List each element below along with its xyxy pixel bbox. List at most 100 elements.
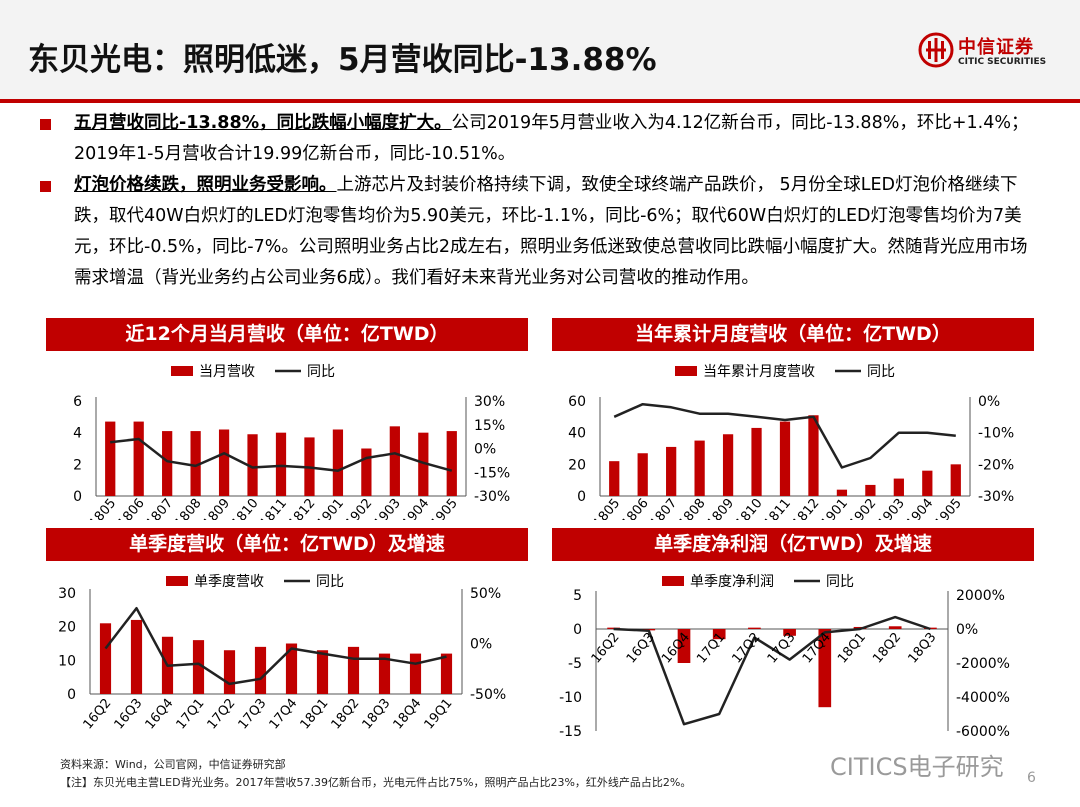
logo-text-cn: 中信证券 <box>958 37 1034 58</box>
page-number: 6 <box>1027 770 1036 786</box>
bullet-body: 上游芯片及封装价格持续下调，致使全球终端产品跌价， 5月份全球LED灯泡价格继续… <box>74 175 1028 288</box>
y2-axis-tick-label: -20% <box>978 457 1014 473</box>
y-axis-tick-label: 40 <box>568 426 586 442</box>
bullet-lead: 灯泡价格续跌，照明业务受影响。 <box>74 175 337 195</box>
chart-bar <box>99 623 112 694</box>
chart-line-yoy <box>613 402 956 469</box>
x-axis-tick-label: 17Q1 <box>694 630 728 666</box>
y2-axis-tick-label: -15% <box>474 465 510 481</box>
chart-line-yoy <box>104 606 447 686</box>
x-axis-tick-label: 18Q3 <box>360 696 394 732</box>
chart-bar <box>783 629 796 636</box>
x-axis-tick-label: 201805 <box>580 496 623 520</box>
chart-bar <box>677 629 691 663</box>
chart-bar <box>818 629 832 708</box>
y2-axis-tick-label: 0% <box>956 622 978 638</box>
x-axis-tick-label: 19Q1 <box>422 696 456 732</box>
chart-bar <box>247 434 258 496</box>
chart-bar <box>133 421 144 496</box>
chart-bar <box>162 431 173 496</box>
company-logo: 中信证券 CITIC SECURITIES <box>918 32 1068 74</box>
chart-svg: 当年累计月度营收 同比0204060-30%-20%-10%0%201805201… <box>568 364 1014 520</box>
chart-bar <box>748 627 761 629</box>
chart-bar <box>607 627 620 629</box>
y-axis-tick-label: 20 <box>58 620 76 636</box>
x-axis-tick-label: 16Q2 <box>81 696 115 732</box>
footnote: 【注】东贝光电主营LED背光业务。2017年营收57.39亿新台币，光电元件占比… <box>60 776 692 789</box>
y2-axis-tick-label: -30% <box>978 489 1014 505</box>
x-axis-tick-label: 17Q1 <box>174 696 208 732</box>
x-axis-tick-label: 18Q1 <box>298 696 332 732</box>
x-axis-tick-label: 16Q3 <box>624 630 658 666</box>
chart-line-yoy <box>613 615 931 726</box>
y2-axis-tick-label: 2000% <box>956 588 1005 604</box>
x-axis-tick-label: 18Q1 <box>835 630 869 666</box>
chart-bar <box>285 643 298 694</box>
chart-bar <box>637 453 648 496</box>
chart-panel-cumulative-revenue: 当年累计月度营收（单位：亿TWD） 当年累计月度营收 同比 0 20 40 60 -30% -… <box>552 318 1034 520</box>
legend-label: 单季度营收 <box>194 574 264 590</box>
x-axis-tick-label: 18Q4 <box>391 696 425 732</box>
chart-bar <box>192 640 205 694</box>
chart-bar <box>275 432 287 496</box>
x-axis-tick-label: 18Q2 <box>329 696 363 732</box>
chart-panel-monthly-revenue: 近12个月当月营收（单位：亿TWD） 当月营收 同比 0 2 4 6 -30% -15% 0% 1… <box>46 318 528 520</box>
header: 东贝光电：照明低迷，5月营收同比-13.88% 中信证券 CITIC SECUR… <box>0 0 1080 103</box>
chart-bar <box>440 653 453 694</box>
legend-swatch-bar <box>675 366 697 376</box>
x-axis-tick-label: 17Q3 <box>236 696 270 732</box>
y-axis-tick-label: 30 <box>58 586 76 602</box>
y2-axis-tick-label: -50% <box>470 687 506 703</box>
y-axis-tick-label: 20 <box>568 457 586 473</box>
y2-axis-tick-label: -6000% <box>956 724 1010 740</box>
bullet-item: 灯泡价格续跌，照明业务受影响。上游芯片及封装价格持续下调，致使全球终端产品跌价，… <box>34 170 1044 294</box>
chart-bar <box>751 427 762 496</box>
logo-text-en: CITIC SECURITIES <box>958 57 1047 67</box>
chart-title-bar: 单季度净利润（亿TWD）及增速 <box>552 528 1034 561</box>
bullet-marker-icon <box>40 119 51 130</box>
x-axis-tick-label: 18Q3 <box>905 630 939 666</box>
legend-label: 同比 <box>307 364 335 380</box>
y-axis-tick-label: 2 <box>73 457 82 473</box>
citic-logo-icon <box>918 32 954 68</box>
x-axis-tick-label: 16Q4 <box>143 696 177 732</box>
chart-bar <box>409 653 422 694</box>
legend-label: 单季度净利润 <box>690 574 774 590</box>
chart-svg: 单季度净利润 同比 -15 -10 -5 0 5 -6000% -4000% -2000% 0% 20… <box>559 574 1010 740</box>
chart-bar <box>836 489 848 496</box>
chart-bar <box>893 478 904 496</box>
source-note: 资料来源：Wind，公司官网，中信证券研究部 <box>60 758 286 771</box>
chart-bar <box>722 434 734 496</box>
y2-axis-tick-label: 0% <box>474 442 496 458</box>
bullet-item: 五月营收同比-13.88%，同比跌幅小幅度扩大。公司2019年5月营业收入为4.… <box>34 108 1044 170</box>
y-axis-tick-label: 6 <box>73 394 82 410</box>
chart-bar <box>666 446 677 496</box>
chart-bar <box>316 650 329 694</box>
chart-title-bar: 单季度营收（单位：亿TWD）及增速 <box>46 528 528 561</box>
y2-axis-tick-label: -30% <box>474 489 510 505</box>
chart-line-yoy <box>110 437 453 472</box>
chart-bar <box>218 429 230 496</box>
y-axis-tick-label: -10 <box>559 690 582 706</box>
chart-bar <box>361 448 372 496</box>
y2-axis-tick-label: -2000% <box>956 656 1010 672</box>
legend-swatch-bar <box>166 576 188 586</box>
y-axis-tick-label: -5 <box>568 656 582 672</box>
chart-title-bar: 当年累计月度营收（单位：亿TWD） <box>552 318 1034 351</box>
legend-label: 当月营收 <box>199 364 255 380</box>
chart-svg: 当月营收 同比0246-30%-15%0%15%30%20180520180620… <box>73 364 510 520</box>
chart-bar <box>223 650 236 694</box>
bullet-marker-icon <box>40 181 51 192</box>
y-axis-tick-label: 5 <box>573 588 582 604</box>
y2-axis-tick-label: 0% <box>978 394 1000 410</box>
chart-bar <box>347 646 360 694</box>
legend-label: 同比 <box>867 364 895 380</box>
chart-panel-quarterly-revenue: 单季度营收（单位：亿TWD）及增速 单季度营收 同比 0 10 20 30 -50% 0% 50… <box>46 528 528 750</box>
chart-bar <box>378 653 391 694</box>
y2-axis-tick-label: 15% <box>474 418 505 434</box>
watermark: CITICS电子研究 <box>830 753 1004 781</box>
y-axis-tick-label: 60 <box>568 394 586 410</box>
x-axis-tick-label: 16Q2 <box>589 630 623 666</box>
chart-bar <box>922 470 933 496</box>
chart-bar <box>694 440 705 496</box>
